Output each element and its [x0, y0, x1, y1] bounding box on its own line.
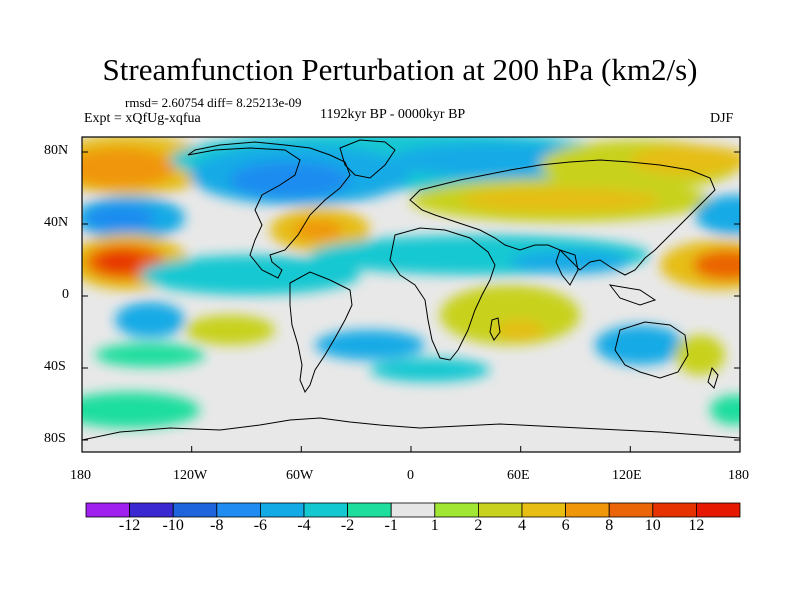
map-title: Streamfunction Perturbation at 200 hPa (…	[102, 52, 698, 87]
lon-tick-180e: 180	[728, 468, 749, 483]
colorbar-swatch	[259, 502, 305, 518]
colorbar-label: -12	[118, 517, 141, 534]
colorbar-swatch	[85, 502, 130, 518]
period-label: 1192kyr BP - 0000kyr BP	[320, 107, 466, 122]
lat-tick-40n: 40N	[44, 215, 69, 230]
coastlines	[82, 139, 740, 441]
lon-tick-120w: 120W	[173, 468, 208, 483]
lon-tick-120e: 120E	[612, 468, 642, 483]
season-label: DJF	[710, 111, 734, 126]
colorbar-swatch	[608, 502, 654, 518]
colorbar-swatch	[434, 502, 479, 518]
lon-tick-180w: 180	[70, 468, 91, 483]
lat-tick-80n: 80N	[44, 143, 69, 158]
colorbar-label: -1	[384, 517, 398, 534]
lat-tick-80s: 80S	[44, 431, 66, 446]
lat-tick-0: 0	[62, 287, 69, 302]
axis-ticks	[81, 151, 741, 452]
colorbar-label: 12	[688, 517, 705, 534]
colorbar-label: -2	[340, 517, 355, 534]
colorbar-swatch	[652, 502, 697, 518]
lon-tick-60e: 60E	[507, 468, 530, 483]
colorbar-swatch	[347, 502, 392, 518]
colorbar-swatch	[696, 502, 741, 518]
colorbar-label: -4	[297, 517, 311, 534]
colorbar-label: -6	[253, 517, 268, 534]
colorbar-label: -8	[210, 517, 224, 534]
lat-tick-40s: 40S	[44, 359, 66, 374]
colorbar-label: -10	[162, 517, 184, 534]
colorbar-swatch	[303, 502, 348, 518]
colorbar-label: 1	[430, 517, 439, 534]
colorbar-label: 8	[605, 517, 614, 534]
colorbar-swatch	[477, 502, 523, 518]
colorbar-swatch	[129, 502, 174, 518]
colorbar-swatch	[565, 502, 610, 518]
colorbar-swatch	[521, 502, 566, 518]
colorbar-swatch	[390, 502, 436, 518]
experiment-label: Expt = xQfUg-xqfua	[84, 111, 201, 126]
lon-tick-60w: 60W	[286, 468, 314, 483]
colorbar-label: 2	[474, 517, 483, 534]
colorbar	[85, 502, 741, 518]
contour-fills	[82, 137, 740, 428]
stats-line: rmsd= 2.60754 diff= 8.25213e-09	[125, 95, 302, 110]
colorbar-swatch	[172, 502, 218, 518]
colorbar-label: 10	[644, 517, 661, 534]
colorbar-label: 4	[518, 517, 526, 534]
lon-tick-0: 0	[407, 468, 414, 483]
colorbar-swatch	[216, 502, 261, 518]
colorbar-label: 6	[561, 517, 570, 534]
